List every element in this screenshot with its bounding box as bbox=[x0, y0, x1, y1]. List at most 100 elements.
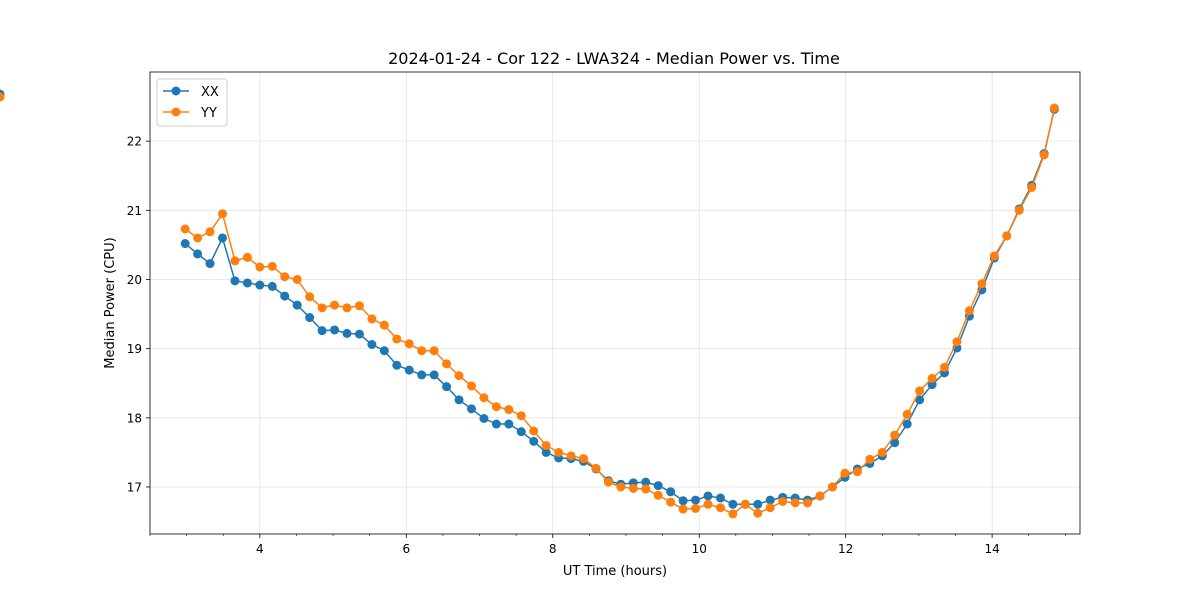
series-yy-point bbox=[305, 292, 315, 302]
series-yy-point bbox=[616, 482, 626, 492]
series-yy-point bbox=[641, 484, 651, 494]
series-xx-point bbox=[902, 419, 912, 429]
series-yy-point bbox=[890, 430, 900, 440]
series-yy-point bbox=[765, 503, 775, 513]
series-xx-point bbox=[653, 481, 663, 491]
y-tick-label: 17 bbox=[127, 480, 142, 494]
series-yy-point bbox=[740, 499, 750, 509]
series-yy-point bbox=[877, 447, 887, 457]
series-yy-point bbox=[280, 272, 290, 282]
series-yy-point bbox=[217, 209, 227, 219]
series-xx-point bbox=[292, 300, 302, 310]
series-yy-point bbox=[678, 504, 688, 514]
series-xx-point bbox=[280, 291, 290, 301]
series-yy-point bbox=[915, 386, 925, 396]
legend-xx-marker bbox=[171, 86, 181, 96]
series-yy-point bbox=[429, 346, 439, 356]
series-xx-point bbox=[417, 370, 427, 380]
plot-area-frame bbox=[149, 71, 1081, 535]
series-xx-point bbox=[354, 329, 364, 339]
series-yy-point bbox=[330, 300, 340, 310]
series-xx-point bbox=[317, 326, 327, 336]
series-yy-point bbox=[778, 496, 788, 506]
series-xx-point bbox=[678, 496, 688, 506]
series-yy-point bbox=[603, 477, 613, 487]
series-xx-point bbox=[504, 419, 514, 429]
y-tick-label: 22 bbox=[127, 135, 142, 149]
series-yy-point bbox=[803, 498, 813, 508]
series-yy-point bbox=[865, 454, 875, 464]
series-yy-point bbox=[367, 314, 377, 324]
series-xx-point bbox=[342, 328, 352, 338]
series-yy-point bbox=[354, 301, 364, 311]
series-xx-point bbox=[367, 339, 377, 349]
series-xx-point bbox=[915, 395, 925, 405]
series-yy-point bbox=[579, 454, 589, 464]
series-xx-point bbox=[691, 495, 701, 505]
series-xx-point bbox=[466, 404, 476, 414]
series-yy-point bbox=[940, 362, 950, 372]
series-yy-point bbox=[317, 303, 327, 313]
series-yy-point bbox=[827, 482, 837, 492]
y-tick-label: 18 bbox=[127, 411, 142, 425]
series-yy-point bbox=[417, 346, 427, 356]
series-yy-point bbox=[1014, 205, 1024, 215]
series-xx-point bbox=[442, 382, 452, 392]
series-yy-point bbox=[442, 359, 452, 369]
series-xx-point bbox=[529, 436, 539, 446]
series-yy-point bbox=[691, 503, 701, 513]
series-yy-point bbox=[392, 334, 402, 344]
series-yy-point bbox=[504, 405, 514, 415]
series-xx-point bbox=[193, 249, 203, 259]
series-xx-point bbox=[715, 493, 725, 503]
x-tick-label: 4 bbox=[256, 542, 264, 556]
series-yy-point bbox=[379, 320, 389, 330]
legend-yy-marker bbox=[171, 107, 181, 117]
x-tick-label: 14 bbox=[984, 542, 999, 556]
series-xx-point bbox=[765, 495, 775, 505]
x-tick-label: 10 bbox=[692, 542, 707, 556]
series-yy-point bbox=[703, 499, 713, 509]
series-yy-point bbox=[0, 92, 5, 102]
x-tick-label: 8 bbox=[549, 542, 557, 556]
y-tick-label: 19 bbox=[127, 342, 142, 356]
series-xx-point bbox=[516, 427, 526, 437]
series-yy-point bbox=[591, 463, 601, 473]
series-xx-point bbox=[180, 239, 190, 249]
series-yy-point bbox=[840, 468, 850, 478]
series-yy-point bbox=[193, 233, 203, 243]
series-xx-point bbox=[379, 346, 389, 356]
series-yy-point bbox=[977, 279, 987, 289]
series-yy-point bbox=[902, 409, 912, 419]
legend-xx-label: XX bbox=[201, 85, 219, 100]
y-axis-label: Median Power (CPU) bbox=[103, 237, 118, 368]
series-xx-point bbox=[217, 233, 227, 243]
series-yy-point bbox=[292, 274, 302, 284]
series-yy-point bbox=[1027, 183, 1037, 192]
series-yy-point bbox=[852, 467, 862, 477]
series-yy-point bbox=[1039, 150, 1049, 160]
chart-title: 2024-01-24 - Cor 122 - LWA324 - Median P… bbox=[388, 49, 840, 68]
series-xx-point bbox=[305, 313, 315, 323]
series-xx-point bbox=[404, 365, 414, 375]
series-yy-point bbox=[989, 251, 999, 261]
legend: XX YY bbox=[156, 78, 228, 127]
series-yy-point bbox=[715, 503, 725, 513]
series-xx-point bbox=[392, 360, 402, 370]
series-xx-point bbox=[330, 325, 340, 335]
series-xx-point bbox=[267, 281, 277, 291]
legend-yy-label: YY bbox=[200, 106, 217, 121]
series-yy-line bbox=[184, 107, 1056, 515]
series-xx-point bbox=[728, 499, 738, 509]
series-yy-point bbox=[491, 402, 501, 412]
x-tick-label: 12 bbox=[838, 542, 853, 556]
series-xx-point bbox=[641, 477, 651, 487]
series-yy-point bbox=[628, 483, 638, 493]
series-yy-point bbox=[454, 371, 464, 381]
series-yy-point bbox=[230, 256, 240, 266]
series-yy-point bbox=[927, 373, 937, 383]
series-yy-point bbox=[952, 337, 962, 347]
y-tick-label: 20 bbox=[127, 273, 142, 287]
series-xx-point bbox=[927, 380, 937, 390]
series-yy-point bbox=[255, 262, 265, 272]
